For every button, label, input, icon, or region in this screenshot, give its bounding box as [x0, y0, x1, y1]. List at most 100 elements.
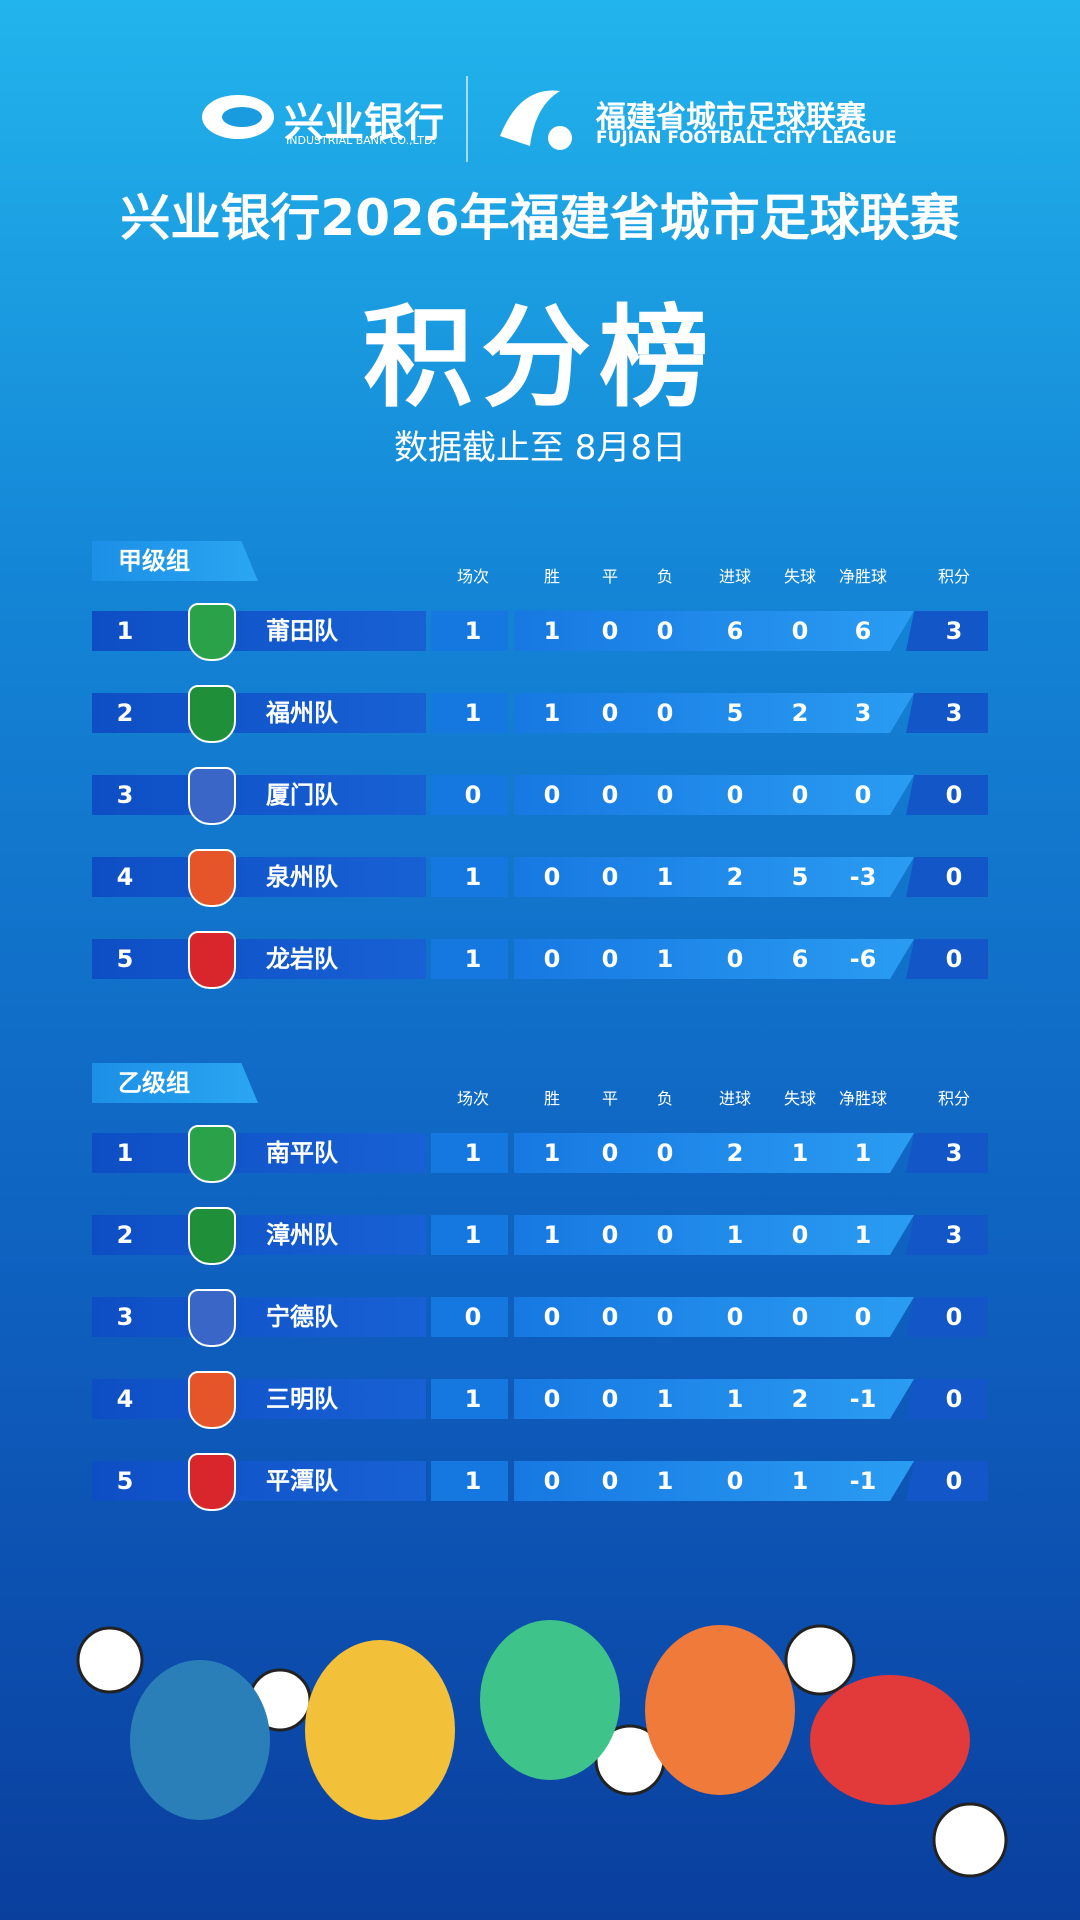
stat-value: 2: [791, 699, 809, 727]
points-bar: [906, 1215, 988, 1255]
stat-value: 0: [945, 863, 963, 891]
stat-value: 1: [726, 1385, 744, 1413]
stat-value: 0: [601, 863, 619, 891]
column-header: 负: [656, 567, 673, 586]
stat-value: 0: [656, 1139, 674, 1167]
column-header: 进球: [718, 567, 751, 586]
stat-value: 0: [726, 1467, 744, 1495]
stats-bar: [514, 1297, 914, 1337]
stat-value: 0: [601, 1467, 619, 1495]
group-tab: 甲级组: [92, 541, 258, 581]
team-name: 宁德队: [266, 1303, 338, 1331]
column-header: 胜: [543, 567, 560, 586]
points-bar: [906, 693, 988, 733]
column-header: 失球: [783, 1089, 816, 1108]
name-bar: [92, 693, 426, 733]
stat-value: 5: [726, 699, 744, 727]
name-bar: [92, 939, 426, 979]
stat-value: 0: [945, 1467, 963, 1495]
name-bar: [92, 1297, 426, 1337]
team-name: 龙岩队: [266, 945, 338, 973]
stat-value: 0: [543, 1303, 561, 1331]
bank-name-en: INDUSTRIAL BANK CO.,LTD.: [286, 134, 436, 147]
team-logo: [188, 603, 236, 661]
stat-value: 0: [656, 781, 674, 809]
stat-value: 1: [854, 1139, 872, 1167]
column-header: 进球: [718, 1089, 751, 1108]
stats-bar: [514, 939, 914, 979]
stat-value: 6: [726, 617, 744, 645]
stat-value: 0: [656, 1303, 674, 1331]
stat-value: 0: [791, 781, 809, 809]
rank: 3: [116, 781, 134, 809]
group-tab: 乙级组: [92, 1063, 258, 1103]
points-bar: [906, 1379, 988, 1419]
team-name: 厦门队: [266, 781, 338, 809]
games-bar: [431, 611, 508, 651]
stat-value: 1: [543, 1139, 561, 1167]
games-bar: [431, 939, 508, 979]
team-logo: [188, 1453, 236, 1511]
points-bar: [906, 611, 988, 651]
team-logo: [188, 767, 236, 825]
stat-value: 1: [464, 945, 482, 973]
bank-logo: [202, 95, 274, 139]
stat-value: 1: [656, 1385, 674, 1413]
column-header: 净胜球: [838, 567, 887, 586]
stat-value: 3: [945, 1139, 963, 1167]
title: 兴业银行2026年福建省城市足球联赛: [120, 189, 960, 247]
team-logo: [188, 1371, 236, 1429]
column-header: 平: [601, 1089, 618, 1108]
stat-value: 0: [601, 699, 619, 727]
stats-bar: [514, 1461, 914, 1501]
stat-value: 0: [464, 781, 482, 809]
name-bar: [92, 1379, 426, 1419]
stat-value: 0: [854, 1303, 872, 1331]
mascots-decoration: [76, 1620, 1008, 1878]
stat-value: -3: [849, 863, 877, 891]
rank: 2: [116, 1221, 134, 1249]
stat-value: 0: [726, 781, 744, 809]
points-bar: [906, 857, 988, 897]
games-bar: [431, 1297, 508, 1337]
column-header: 失球: [783, 567, 816, 586]
points-bar: [906, 1297, 988, 1337]
stat-value: 2: [791, 1385, 809, 1413]
stat-value: 0: [601, 1221, 619, 1249]
stat-value: 6: [854, 617, 872, 645]
stat-value: 3: [945, 1221, 963, 1249]
team-name: 漳州队: [266, 1221, 338, 1249]
stat-value: 1: [464, 863, 482, 891]
stat-value: 5: [791, 863, 809, 891]
stat-value: 3: [945, 617, 963, 645]
stat-value: 0: [464, 1303, 482, 1331]
stat-value: 0: [726, 945, 744, 973]
stat-value: 1: [726, 1221, 744, 1249]
league-name-en: FUJIAN FOOTBALL CITY LEAGUE: [596, 128, 897, 148]
stat-value: 0: [945, 945, 963, 973]
team-name: 平潭队: [266, 1467, 338, 1495]
stat-value: 0: [945, 1303, 963, 1331]
points-bar: [906, 1133, 988, 1173]
rank: 5: [116, 1467, 134, 1495]
stat-value: 1: [464, 1467, 482, 1495]
column-header: 积分: [937, 1089, 970, 1108]
points-bar: [906, 939, 988, 979]
stat-value: 2: [726, 863, 744, 891]
stat-value: 6: [791, 945, 809, 973]
stat-value: 0: [601, 1303, 619, 1331]
team-logo: [188, 685, 236, 743]
team-logo: [188, 931, 236, 989]
rank: 2: [116, 699, 134, 727]
stat-value: 1: [464, 699, 482, 727]
rank: 1: [116, 1139, 134, 1167]
stat-value: 1: [543, 1221, 561, 1249]
stat-value: 0: [656, 1221, 674, 1249]
games-bar: [431, 775, 508, 815]
league-logo: [500, 90, 572, 150]
team-name: 泉州队: [266, 863, 338, 891]
games-bar: [431, 1133, 508, 1173]
name-bar: [92, 1215, 426, 1255]
stat-value: 0: [656, 617, 674, 645]
